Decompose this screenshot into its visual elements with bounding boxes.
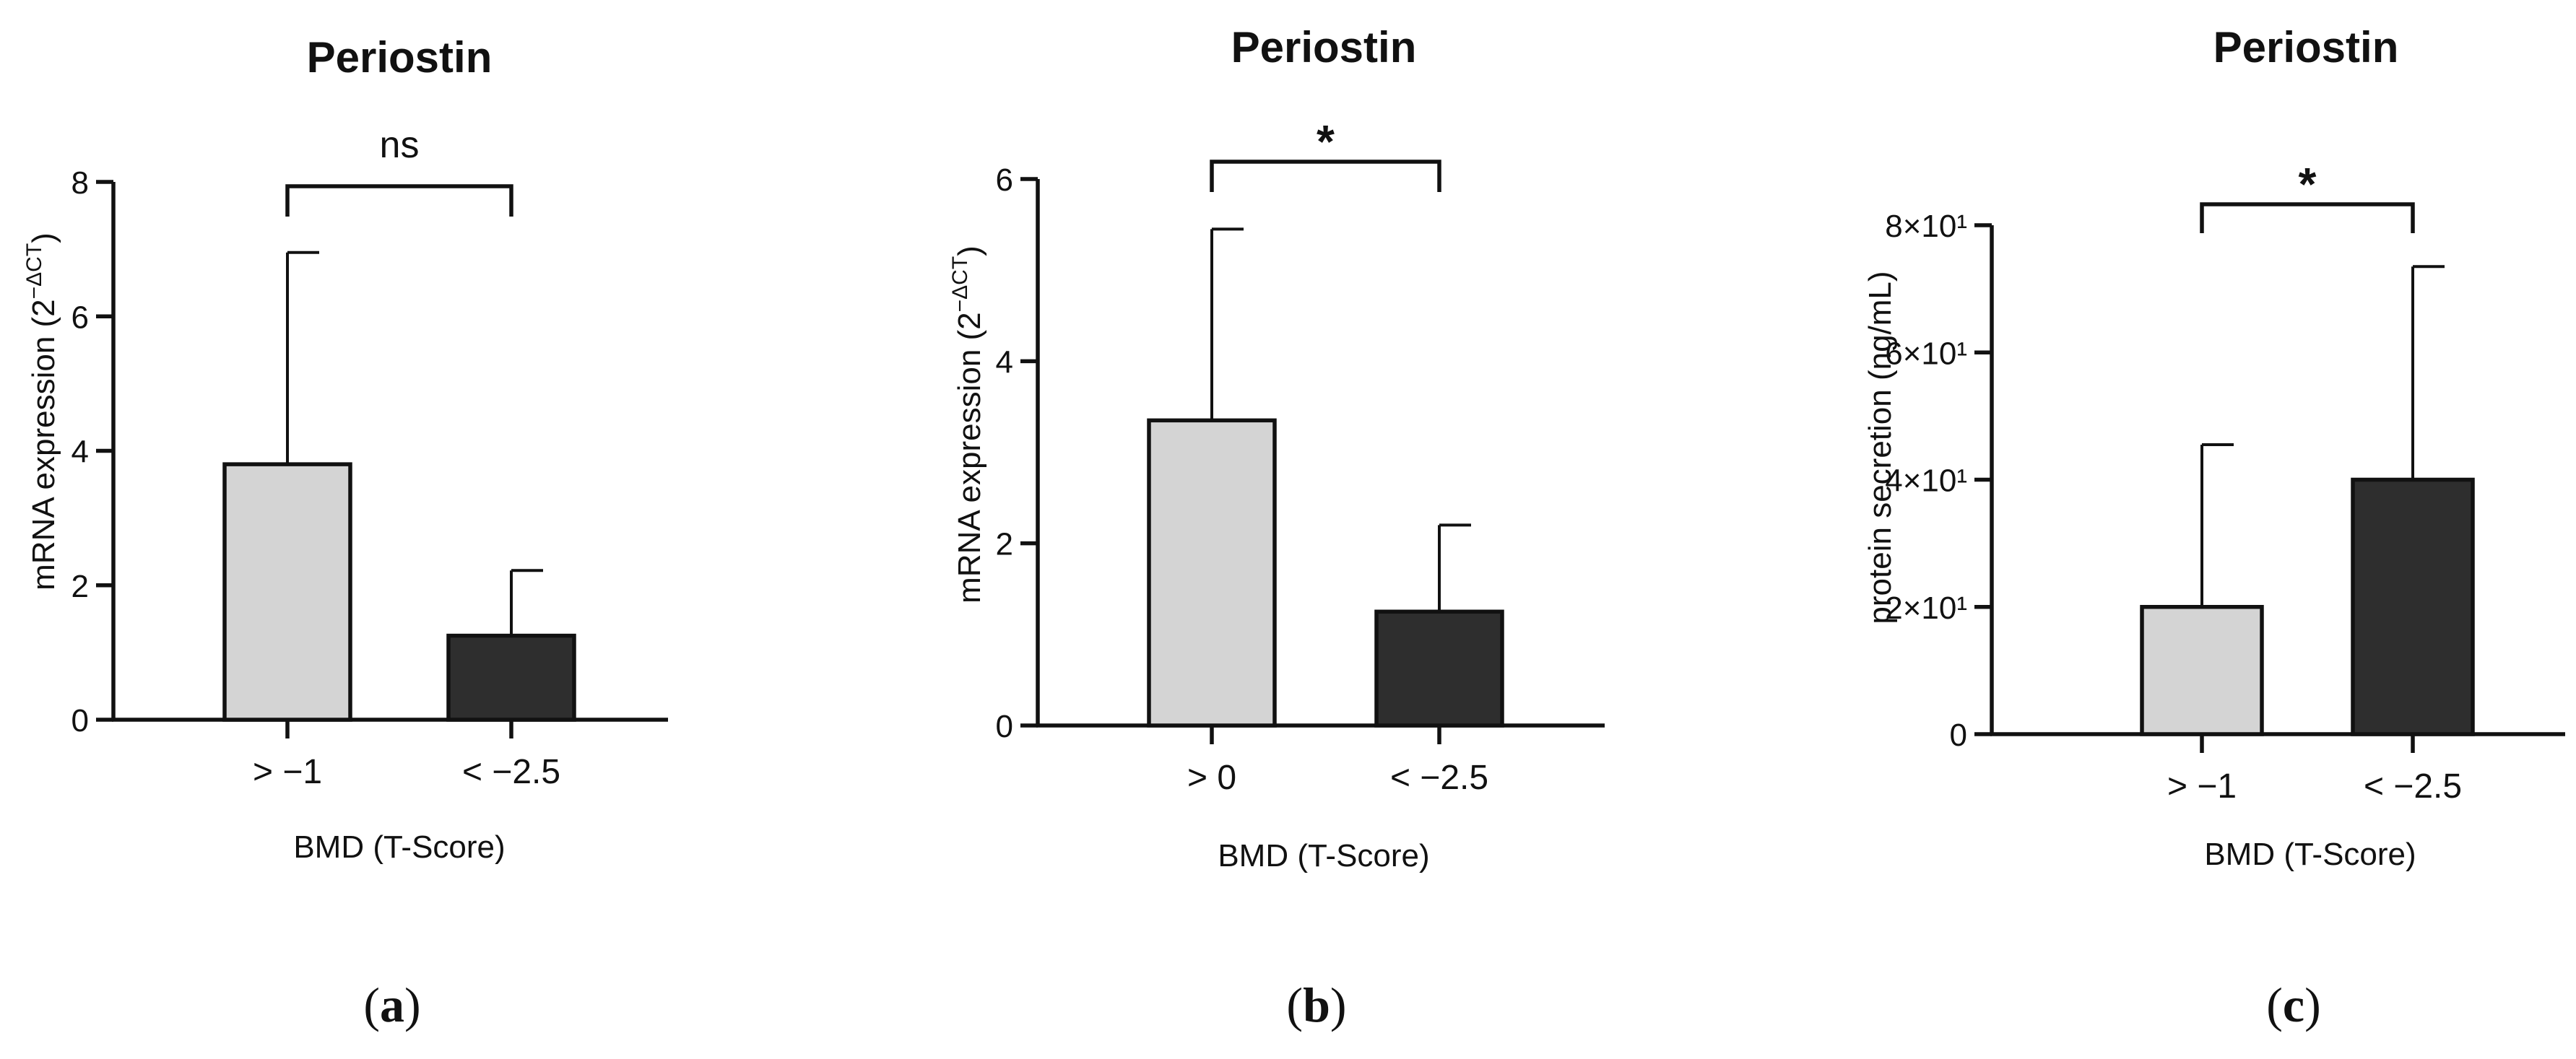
panel-label-letter: c [2283, 977, 2304, 1032]
y-axis-label-main: protein secretion (ng/mL) [1862, 271, 1898, 624]
significance-bracket [1210, 160, 1441, 192]
y-tick-label: 0 [71, 703, 89, 738]
x-tick-label: > −1 [253, 753, 322, 791]
x-axis-label: BMD (T-Score) [293, 829, 505, 865]
y-axis-label-superscript: −ΔCT [22, 243, 46, 300]
panel-c: Periostin protein secretion (ng/mL) BMD … [1862, 23, 2565, 1032]
panel-b: Periostin mRNA expression (2−ΔCT) BMD (T… [948, 23, 1605, 1032]
x-tick-label: < −2.5 [462, 753, 560, 791]
bar [222, 462, 352, 722]
plot-area: 0 2 4 6 8 > −1 < −2.5 ns [71, 124, 668, 791]
panel-label-open: ( [2266, 977, 2283, 1032]
significance-bracket [2200, 202, 2415, 233]
panel-label-close: ) [404, 977, 421, 1032]
panel-label-open: ( [1286, 977, 1303, 1032]
bar [2140, 605, 2264, 736]
y-tick-label: 2 [71, 569, 89, 604]
x-tick-label: > 0 [1187, 759, 1236, 797]
significance-bracket [285, 184, 513, 217]
y-axis-label: mRNA expression (2−ΔCT) [948, 245, 987, 603]
panel-label-open: ( [363, 977, 380, 1032]
plot-area: 0 2×10¹ 4×10¹ 6×10¹ 8×10¹ > −1 < −2.5 * [1885, 158, 2565, 806]
bar [1147, 418, 1277, 728]
bar [1374, 609, 1504, 728]
significance-label: ns [380, 124, 420, 166]
panel-label-close: ) [1330, 977, 1347, 1032]
y-tick-label: 6×10¹ [1885, 336, 1967, 371]
y-axis-label-end: ) [26, 232, 61, 243]
y-axis-label-main: mRNA expression (2 [952, 312, 987, 603]
y-tick-label: 4 [996, 344, 1013, 380]
y-tick-label: 6 [996, 162, 1013, 198]
panel-label-close: ) [2304, 977, 2321, 1032]
panel-a: Periostin mRNA expression (2−ΔCT) BMD (T… [22, 33, 668, 1032]
significance-label: * [2299, 158, 2317, 210]
x-axis-label: BMD (T-Score) [1218, 838, 1429, 873]
panel-label-letter: b [1303, 977, 1330, 1032]
significance-label: * [1317, 116, 1335, 167]
bar [446, 633, 576, 722]
panel-label: (c) [2266, 977, 2321, 1032]
chart-title: Periostin [1231, 23, 1417, 71]
panel-label: (b) [1286, 977, 1346, 1032]
chart-title: Periostin [2213, 23, 2399, 71]
y-axis-label: protein secretion (ng/mL) [1862, 271, 1898, 624]
chart-title: Periostin [307, 33, 493, 82]
y-axis-label: mRNA expression (2−ΔCT) [22, 232, 61, 590]
plot-area: 0 2 4 6 > 0 < −2.5 * [996, 116, 1605, 797]
y-axis-label-superscript: −ΔCT [948, 256, 972, 313]
x-axis-label: BMD (T-Score) [2204, 837, 2416, 872]
y-tick-label: 2×10¹ [1885, 590, 1967, 626]
panel-label-letter: a [380, 977, 404, 1032]
panel-label: (a) [363, 977, 420, 1032]
x-tick-label: < −2.5 [1390, 759, 1488, 797]
y-tick-label: 0 [1950, 718, 1967, 753]
y-tick-label: 6 [71, 300, 89, 335]
y-axis-label-main: mRNA expression (2 [26, 299, 61, 590]
y-axis-label-end: ) [952, 245, 987, 256]
y-tick-label: 4 [71, 435, 89, 470]
y-tick-label: 4×10¹ [1885, 463, 1967, 499]
x-tick-label: > −1 [2167, 767, 2237, 806]
y-tick-label: 8 [71, 165, 89, 201]
bar [2351, 477, 2475, 736]
y-tick-label: 2 [996, 527, 1013, 562]
y-tick-label: 8×10¹ [1885, 209, 1967, 244]
y-tick-label: 0 [996, 709, 1013, 744]
x-tick-label: < −2.5 [2364, 767, 2462, 806]
